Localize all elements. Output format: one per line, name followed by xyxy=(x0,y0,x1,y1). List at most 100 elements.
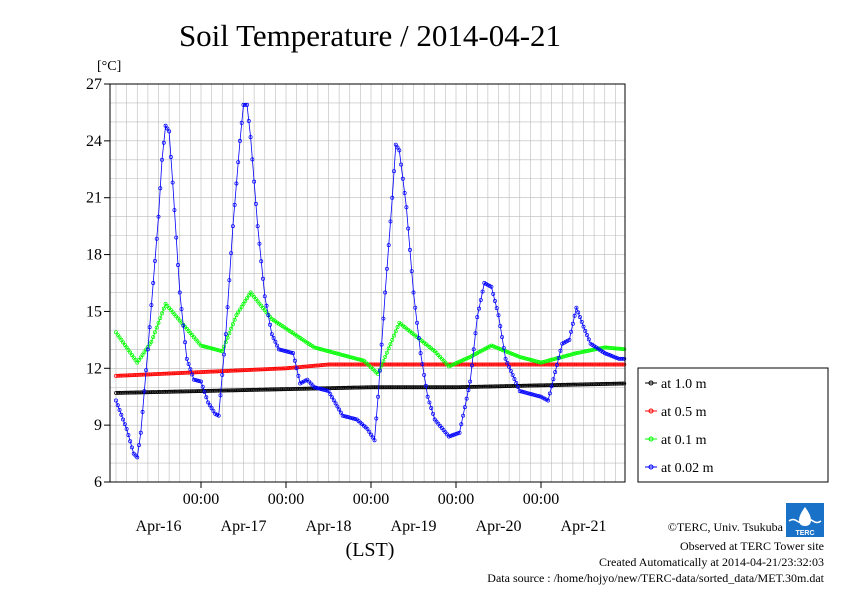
legend-marker xyxy=(648,464,654,470)
data-point xyxy=(583,328,588,333)
data-point xyxy=(512,376,517,381)
data-point xyxy=(553,370,558,375)
series-at-0-02-m xyxy=(114,102,627,460)
y-tick-label: 24 xyxy=(86,133,102,150)
legend: at 1.0 m at 0.5 m at 0.1 m at 0.02 m xyxy=(645,377,714,476)
data-point xyxy=(299,364,304,369)
data-point xyxy=(243,299,248,303)
data-point xyxy=(303,364,308,369)
data-point xyxy=(519,355,524,360)
data-point xyxy=(177,290,182,295)
data-point xyxy=(535,393,540,398)
data-point xyxy=(402,191,407,195)
data-point xyxy=(556,355,561,360)
x-date-label: Apr-20 xyxy=(476,518,522,535)
data-point xyxy=(388,342,393,347)
data-point xyxy=(144,368,149,373)
data-point xyxy=(128,439,133,444)
data-point xyxy=(340,353,345,357)
data-point xyxy=(384,350,389,355)
data-point xyxy=(333,351,338,356)
data-point xyxy=(367,429,372,434)
data-point xyxy=(404,205,409,210)
data-point xyxy=(608,345,613,350)
data-point xyxy=(246,293,251,298)
data-point xyxy=(620,362,625,367)
data-point xyxy=(335,404,340,409)
data-point xyxy=(338,352,343,357)
data-point xyxy=(312,345,317,350)
data-point xyxy=(328,349,333,354)
data-point xyxy=(232,317,237,322)
data-point xyxy=(298,365,303,369)
data-point xyxy=(358,357,363,362)
data-point xyxy=(183,340,188,345)
data-point xyxy=(521,390,526,394)
data-point xyxy=(618,346,623,351)
data-point xyxy=(145,347,150,352)
data-point xyxy=(319,363,324,368)
data-point xyxy=(530,392,535,397)
data-point xyxy=(287,350,292,355)
x-tick-label: 00:00 xyxy=(438,491,474,508)
chart-title: Soil Temperature / 2014-04-21 xyxy=(179,18,561,53)
data-point xyxy=(163,123,168,128)
data-point xyxy=(243,102,248,107)
data-point xyxy=(395,325,400,330)
data-point xyxy=(137,443,141,447)
data-point xyxy=(503,356,508,361)
data-point xyxy=(516,385,520,389)
data-point xyxy=(269,332,274,337)
data-point xyxy=(615,346,620,351)
y-axis-unit-label: [°C] xyxy=(97,59,121,74)
data-point xyxy=(324,348,329,353)
terc-logo: TERC xyxy=(786,503,824,537)
data-point xyxy=(572,313,577,318)
data-point xyxy=(569,352,574,357)
data-point xyxy=(590,347,595,352)
data-point xyxy=(381,316,386,321)
data-source-text: Data source : /home/hojyo/new/TERC-data/… xyxy=(487,571,824,585)
data-point xyxy=(344,414,349,419)
data-point xyxy=(551,357,556,362)
data-point xyxy=(514,353,519,358)
data-point xyxy=(560,354,565,359)
data-point xyxy=(255,224,260,229)
data-point xyxy=(323,362,327,367)
data-point xyxy=(222,344,226,349)
data-point xyxy=(383,354,388,359)
data-point xyxy=(211,346,216,351)
data-point xyxy=(454,432,458,436)
data-point xyxy=(466,388,471,393)
x-tick-label: 00:00 xyxy=(523,491,559,508)
x-date-label: Apr-19 xyxy=(391,518,437,535)
data-point xyxy=(165,126,170,131)
data-point xyxy=(567,337,572,342)
data-point xyxy=(114,330,118,335)
data-point xyxy=(310,363,315,368)
data-point xyxy=(121,417,126,422)
data-point xyxy=(576,310,581,315)
data-point xyxy=(207,345,212,350)
data-point xyxy=(285,349,290,354)
data-point xyxy=(122,342,127,347)
data-point xyxy=(422,372,427,377)
data-point xyxy=(156,214,161,219)
data-point xyxy=(184,356,189,361)
data-point xyxy=(381,359,386,364)
data-point xyxy=(209,406,214,411)
data-point xyxy=(151,335,156,339)
y-tick-label: 9 xyxy=(94,417,102,434)
legend-label: at 0.5 m xyxy=(661,405,707,420)
data-point xyxy=(471,347,476,352)
data-point xyxy=(473,331,478,336)
data-point xyxy=(239,304,244,309)
data-point xyxy=(333,401,338,406)
data-point xyxy=(347,415,352,420)
data-point xyxy=(501,345,506,350)
data-point xyxy=(583,349,588,354)
x-tick-label: 00:00 xyxy=(183,491,219,508)
data-point xyxy=(154,325,159,330)
data-point xyxy=(220,372,225,377)
data-point xyxy=(209,346,214,351)
